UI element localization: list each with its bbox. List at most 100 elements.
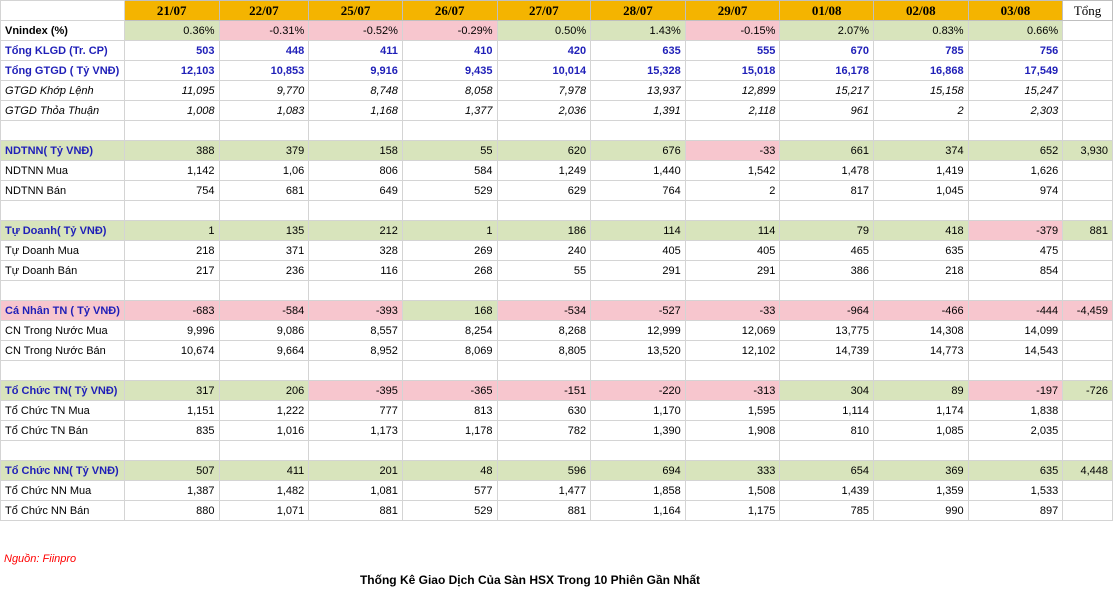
value-cell: 475 bbox=[967, 240, 1064, 261]
spacer-cell bbox=[0, 280, 125, 301]
value-cell: 13,775 bbox=[779, 320, 874, 341]
spacer-cell bbox=[684, 440, 781, 461]
value-cell: 1,908 bbox=[684, 420, 781, 441]
row-label: Tự Doanh Mua bbox=[0, 240, 125, 261]
row-label: Cá Nhân TN ( Tỷ VNĐ) bbox=[0, 300, 125, 321]
value-cell: 48 bbox=[401, 460, 498, 481]
value-cell: -0.29% bbox=[401, 20, 498, 41]
value-cell: 304 bbox=[779, 380, 874, 401]
row-label: GTGD Thỏa Thuận bbox=[0, 100, 125, 121]
spacer-row bbox=[0, 120, 1113, 141]
value-cell: 13,937 bbox=[590, 80, 686, 101]
value-cell: 89 bbox=[873, 380, 969, 401]
row-label: Tổng GTGD ( Tỷ VNĐ) bbox=[0, 60, 125, 81]
table-row: Tự Doanh Bán 217 236 116 268 55 291 291 386 218 85… bbox=[0, 260, 1113, 281]
spacer-cell bbox=[123, 360, 220, 381]
value-cell: -683 bbox=[123, 300, 220, 321]
value-cell: -393 bbox=[308, 300, 403, 321]
value-cell: 1,178 bbox=[401, 420, 498, 441]
value-cell: 676 bbox=[590, 140, 686, 161]
spacer-cell bbox=[779, 120, 874, 141]
spacer-cell bbox=[123, 200, 220, 221]
value-cell: 13,520 bbox=[590, 340, 686, 361]
value-cell: 240 bbox=[496, 240, 592, 261]
value-cell: -0.52% bbox=[308, 20, 403, 41]
spacer-cell bbox=[401, 120, 498, 141]
value-cell: 1,008 bbox=[123, 100, 220, 121]
spacer-cell bbox=[684, 360, 781, 381]
hsx-stats-table: 21/07 22/07 25/07 26/07 27/07 28/07 29/0… bbox=[0, 0, 1113, 521]
row-label: Tổ Chức NN Mua bbox=[0, 480, 125, 501]
spacer-cell bbox=[590, 120, 686, 141]
value-cell: 0.36% bbox=[123, 20, 220, 41]
value-cell: 661 bbox=[779, 140, 874, 161]
total-cell: 4,448 bbox=[1062, 460, 1113, 481]
value-cell: 817 bbox=[779, 180, 874, 201]
value-cell: 9,664 bbox=[218, 340, 310, 361]
spacer-cell bbox=[1062, 200, 1113, 221]
value-cell: 1,838 bbox=[967, 400, 1064, 421]
value-cell: 8,058 bbox=[401, 80, 498, 101]
value-cell: 371 bbox=[218, 240, 310, 261]
spacer-row bbox=[0, 280, 1113, 301]
header-date: 01/08 bbox=[779, 0, 874, 21]
value-cell: 694 bbox=[590, 460, 686, 481]
value-cell: 8,557 bbox=[308, 320, 403, 341]
total-cell bbox=[1062, 320, 1113, 341]
value-cell: 2,118 bbox=[684, 100, 781, 121]
value-cell: 291 bbox=[684, 260, 781, 281]
spacer-cell bbox=[496, 440, 592, 461]
value-cell: 2,035 bbox=[967, 420, 1064, 441]
spacer-cell bbox=[590, 280, 686, 301]
value-cell: 990 bbox=[873, 500, 969, 521]
value-cell: 577 bbox=[401, 480, 498, 501]
value-cell: 854 bbox=[967, 260, 1064, 281]
value-cell: 1,595 bbox=[684, 400, 781, 421]
value-cell: 116 bbox=[308, 260, 403, 281]
value-cell: 1,071 bbox=[218, 500, 310, 521]
spacer-cell bbox=[401, 280, 498, 301]
value-cell: 14,739 bbox=[779, 340, 874, 361]
total-cell bbox=[1062, 240, 1113, 261]
table-row: Tổ Chức TN( Tỷ VNĐ) 317 206 -395 -365 -151 -22… bbox=[0, 380, 1113, 401]
value-cell: -584 bbox=[218, 300, 310, 321]
value-cell: 465 bbox=[779, 240, 874, 261]
spacer-cell bbox=[0, 200, 125, 221]
spacer-cell bbox=[218, 120, 310, 141]
value-cell: 1,170 bbox=[590, 400, 686, 421]
spacer-row bbox=[0, 360, 1113, 381]
spacer-cell bbox=[967, 120, 1064, 141]
spacer-cell bbox=[779, 200, 874, 221]
row-label: Tự Doanh Bán bbox=[0, 260, 125, 281]
spacer-row bbox=[0, 440, 1113, 461]
total-cell bbox=[1062, 40, 1113, 61]
spacer-cell bbox=[308, 360, 403, 381]
value-cell: -33 bbox=[684, 140, 781, 161]
value-cell: 217 bbox=[123, 260, 220, 281]
value-cell: 448 bbox=[218, 40, 310, 61]
total-cell bbox=[1062, 160, 1113, 181]
table-row: Tổ Chức NN( Tỷ VNĐ) 507 411 201 48 596 694 333 6… bbox=[0, 460, 1113, 481]
total-cell: 3,930 bbox=[1062, 140, 1113, 161]
value-cell: -151 bbox=[496, 380, 592, 401]
header-date: 25/07 bbox=[308, 0, 403, 21]
value-cell: 15,018 bbox=[684, 60, 781, 81]
row-label: Tổ Chức TN Mua bbox=[0, 400, 125, 421]
value-cell: 236 bbox=[218, 260, 310, 281]
value-cell: 1,175 bbox=[684, 500, 781, 521]
value-cell: 9,996 bbox=[123, 320, 220, 341]
value-cell: 881 bbox=[308, 500, 403, 521]
spacer-cell bbox=[967, 200, 1064, 221]
table-row: NDTNN Mua 1,142 1,06 806 584 1,249 1,440 1,542 1… bbox=[0, 160, 1113, 181]
value-cell: 8,268 bbox=[496, 320, 592, 341]
spacer-cell bbox=[779, 440, 874, 461]
value-cell: 507 bbox=[123, 460, 220, 481]
value-cell: 9,916 bbox=[308, 60, 403, 81]
value-cell: -313 bbox=[684, 380, 781, 401]
spacer-cell bbox=[218, 280, 310, 301]
value-cell: 635 bbox=[967, 460, 1064, 481]
total-cell bbox=[1062, 400, 1113, 421]
value-cell: 374 bbox=[873, 140, 969, 161]
value-cell: 1,168 bbox=[308, 100, 403, 121]
value-cell: 529 bbox=[401, 500, 498, 521]
